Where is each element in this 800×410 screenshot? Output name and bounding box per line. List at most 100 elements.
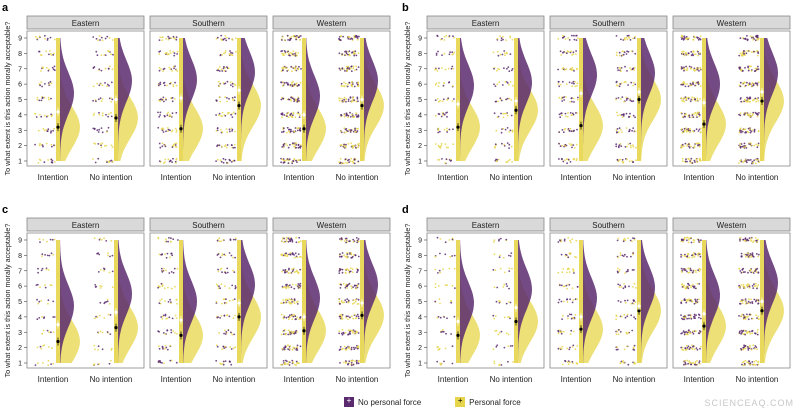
raw-point (172, 35, 175, 38)
raw-point (437, 113, 440, 115)
raw-point (694, 161, 696, 163)
raw-point (438, 298, 441, 301)
raw-point (289, 299, 292, 301)
raw-point (92, 36, 95, 38)
raw-point (691, 301, 693, 303)
raw-point (51, 347, 53, 350)
raw-point (505, 238, 508, 241)
raw-point (496, 50, 499, 53)
facet-title: Eastern (472, 221, 500, 230)
raw-point (231, 144, 233, 147)
raw-point (232, 238, 235, 241)
raw-point (284, 286, 287, 288)
raw-point (757, 99, 760, 102)
raw-point (447, 97, 450, 100)
raw-point (754, 97, 757, 100)
raw-point (35, 116, 38, 118)
raw-point (224, 82, 227, 85)
raw-point (338, 330, 341, 333)
raw-point (109, 333, 112, 335)
raw-point (687, 345, 690, 348)
raw-point (348, 282, 351, 285)
raw-point (576, 67, 578, 70)
raw-point (751, 301, 754, 303)
raw-point (451, 362, 454, 365)
raw-point (700, 345, 702, 348)
raw-point (746, 100, 749, 102)
raw-point (561, 96, 564, 99)
raw-point (350, 70, 353, 73)
raw-point (162, 332, 165, 334)
raw-point (36, 298, 38, 301)
raw-point (104, 67, 107, 70)
raw-point (289, 84, 292, 86)
raw-point (39, 345, 42, 348)
raw-point (683, 331, 686, 334)
raw-point (443, 39, 446, 41)
raw-point (615, 348, 618, 351)
raw-point (298, 65, 300, 68)
raw-point (689, 161, 692, 164)
raw-point (629, 98, 632, 100)
raw-point (47, 269, 50, 271)
raw-point (685, 348, 688, 351)
raw-point (352, 161, 355, 164)
raw-point (562, 315, 564, 317)
raw-point (286, 126, 289, 129)
raw-point (357, 360, 360, 363)
raw-point (169, 359, 172, 362)
raw-point (753, 240, 756, 242)
raw-point (756, 146, 759, 149)
raw-point (756, 328, 759, 331)
raw-point (567, 315, 569, 317)
raw-point (107, 50, 109, 52)
raw-point (103, 267, 105, 270)
raw-point (508, 131, 511, 133)
raw-point (110, 349, 113, 351)
raw-point (34, 35, 37, 38)
raw-point (233, 333, 236, 336)
raw-point (341, 53, 343, 56)
raw-point (354, 127, 356, 130)
raw-point (571, 301, 574, 304)
raw-point (347, 36, 350, 38)
raw-point (347, 142, 350, 145)
raw-point (293, 158, 296, 161)
raw-point (286, 34, 289, 37)
raw-point (557, 332, 560, 335)
raw-point (47, 359, 50, 362)
raw-point (682, 99, 684, 102)
raw-point (757, 284, 760, 286)
y-tick-label: 1 (18, 361, 22, 368)
raw-point (497, 68, 499, 70)
raw-point (619, 254, 622, 256)
raw-point (502, 38, 504, 41)
x-tick-label-no-intention: No intention (336, 173, 379, 182)
raw-point (688, 284, 691, 287)
raw-point (687, 283, 690, 285)
raw-point (346, 255, 348, 257)
raw-point (507, 160, 510, 162)
raw-point (683, 127, 686, 130)
raw-point (172, 65, 175, 68)
raw-point (690, 51, 693, 53)
raw-point (357, 362, 360, 365)
raw-point (699, 252, 702, 255)
raw-point (440, 115, 443, 118)
raw-point (340, 68, 342, 70)
raw-point (565, 83, 568, 86)
mean-no-personal-force (456, 319, 460, 324)
raw-point (92, 158, 94, 160)
raw-point (625, 127, 628, 129)
mean-personal-force (360, 313, 364, 317)
raw-point (35, 284, 38, 286)
x-tick-label-intention: Intention (561, 375, 592, 384)
raw-point (215, 344, 218, 347)
raw-point (296, 362, 299, 365)
raw-point (494, 145, 496, 148)
raw-point (446, 127, 448, 130)
density-no-personal-force (60, 38, 74, 161)
raw-point (284, 363, 286, 366)
raw-point (235, 50, 237, 53)
raw-point (219, 159, 222, 162)
